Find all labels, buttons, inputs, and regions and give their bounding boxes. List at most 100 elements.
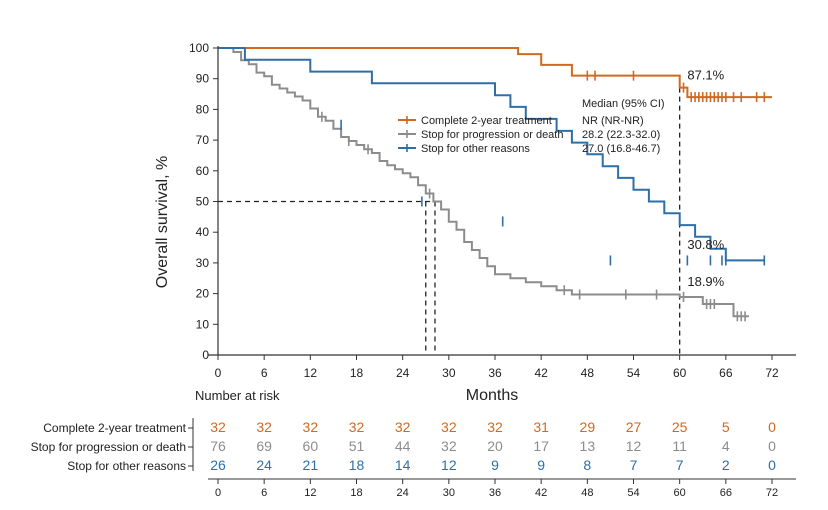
y-axis-label: Overall survival, % bbox=[154, 156, 171, 288]
risk-table-header: Number at risk bbox=[195, 388, 280, 403]
legend-label: Stop for progression or death bbox=[421, 129, 563, 141]
risk-time-label: 54 bbox=[627, 487, 639, 499]
risk-value: 4 bbox=[722, 438, 730, 454]
risk-time-label: 0 bbox=[215, 487, 221, 499]
x-tick-label: 66 bbox=[719, 366, 733, 380]
legend-label: Stop for other reasons bbox=[421, 143, 530, 155]
risk-value: 76 bbox=[210, 438, 226, 454]
risk-value: 2 bbox=[722, 457, 730, 473]
risk-row-label: Complete 2-year treatment bbox=[43, 421, 186, 435]
x-tick-label: 30 bbox=[442, 366, 456, 380]
risk-time-label: 42 bbox=[535, 487, 547, 499]
survival-curve-1 bbox=[218, 47, 749, 318]
x-axis-label: Months bbox=[466, 387, 518, 404]
landmark-survival-label: 18.9% bbox=[687, 274, 724, 289]
risk-value: 7 bbox=[676, 457, 684, 473]
x-tick-label: 36 bbox=[488, 366, 502, 380]
risk-value: 11 bbox=[672, 438, 687, 454]
risk-value: 25 bbox=[672, 419, 688, 435]
risk-value: 32 bbox=[256, 419, 272, 435]
x-tick-label: 60 bbox=[673, 366, 687, 380]
x-tick-label: 48 bbox=[581, 366, 595, 380]
risk-value: 8 bbox=[583, 457, 591, 473]
risk-value: 29 bbox=[580, 419, 596, 435]
risk-time-label: 30 bbox=[443, 487, 455, 499]
risk-value: 32 bbox=[349, 419, 365, 435]
x-tick-label: 72 bbox=[765, 366, 779, 380]
risk-value: 13 bbox=[580, 438, 596, 454]
risk-row-label: Stop for progression or death bbox=[31, 440, 186, 454]
y-tick-label: 30 bbox=[196, 256, 210, 270]
x-tick-label: 12 bbox=[304, 366, 318, 380]
legend-median: NR (NR-NR) bbox=[582, 115, 644, 127]
risk-value: 69 bbox=[256, 438, 272, 454]
risk-value: 12 bbox=[441, 457, 457, 473]
risk-value: 51 bbox=[349, 438, 365, 454]
x-tick-label: 54 bbox=[627, 366, 641, 380]
risk-value: 32 bbox=[441, 419, 457, 435]
y-tick-label: 20 bbox=[196, 287, 210, 301]
x-tick-label: 18 bbox=[350, 366, 364, 380]
risk-value: 18 bbox=[349, 457, 365, 473]
risk-value: 32 bbox=[487, 419, 503, 435]
risk-time-label: 24 bbox=[397, 487, 409, 499]
risk-value: 32 bbox=[303, 419, 319, 435]
risk-value: 7 bbox=[630, 457, 638, 473]
risk-value: 44 bbox=[395, 438, 411, 454]
y-tick-label: 10 bbox=[196, 317, 210, 331]
risk-value: 27 bbox=[626, 419, 642, 435]
y-tick-label: 40 bbox=[196, 225, 210, 239]
x-tick-label: 0 bbox=[215, 366, 222, 380]
risk-value: 9 bbox=[537, 457, 545, 473]
y-tick-label: 100 bbox=[189, 41, 209, 55]
risk-value: 0 bbox=[768, 438, 776, 454]
risk-time-label: 66 bbox=[720, 487, 732, 499]
plot-area: 87.1% 18.9% 30.8% bbox=[218, 47, 772, 355]
landmark-survival-label: 30.8% bbox=[687, 237, 724, 252]
legend-median: 28.2 (22.3-32.0) bbox=[582, 129, 660, 141]
risk-value: 32 bbox=[441, 438, 457, 454]
risk-value: 0 bbox=[768, 419, 776, 435]
legend: Median (95% CI) Complete 2-year treatmen… bbox=[398, 98, 665, 155]
risk-value: 24 bbox=[256, 457, 272, 473]
risk-row-label: Stop for other reasons bbox=[67, 459, 186, 473]
x-tick-label: 6 bbox=[261, 366, 268, 380]
axes: Overall survival, % Months 0102030405060… bbox=[154, 41, 796, 404]
risk-time-label: 48 bbox=[581, 487, 593, 499]
risk-time-label: 6 bbox=[261, 487, 267, 499]
risk-value: 12 bbox=[626, 438, 642, 454]
y-tick-label: 50 bbox=[196, 195, 210, 209]
risk-value: 32 bbox=[395, 419, 411, 435]
risk-time-label: 18 bbox=[350, 487, 362, 499]
risk-value: 14 bbox=[395, 457, 411, 473]
risk-value: 32 bbox=[210, 419, 226, 435]
risk-table: Number at risk Complete 2-year treatment… bbox=[31, 388, 796, 499]
risk-value: 21 bbox=[303, 457, 319, 473]
risk-value: 0 bbox=[768, 457, 776, 473]
risk-time-label: 60 bbox=[674, 487, 686, 499]
y-tick-label: 80 bbox=[196, 102, 210, 116]
y-tick-label: 90 bbox=[196, 72, 210, 86]
landmark-survival-label: 87.1% bbox=[687, 67, 724, 82]
y-tick-label: 0 bbox=[202, 348, 209, 362]
risk-value: 20 bbox=[487, 438, 503, 454]
risk-value: 26 bbox=[210, 457, 226, 473]
risk-value: 9 bbox=[491, 457, 499, 473]
legend-median: 27.0 (16.8-46.7) bbox=[582, 143, 660, 155]
risk-time-label: 12 bbox=[304, 487, 316, 499]
risk-time-label: 36 bbox=[489, 487, 501, 499]
risk-value: 60 bbox=[303, 438, 319, 454]
risk-value: 5 bbox=[722, 419, 730, 435]
survival-curve-0 bbox=[218, 47, 772, 99]
risk-value: 31 bbox=[533, 419, 549, 435]
risk-value: 17 bbox=[533, 438, 549, 454]
y-tick-label: 60 bbox=[196, 164, 210, 178]
y-tick-label: 70 bbox=[196, 133, 210, 147]
x-tick-label: 24 bbox=[396, 366, 410, 380]
survival-curve-2 bbox=[218, 47, 765, 262]
legend-median-header: Median (95% CI) bbox=[582, 98, 665, 110]
x-tick-label: 42 bbox=[534, 366, 548, 380]
risk-time-label: 72 bbox=[766, 487, 778, 499]
legend-label: Complete 2-year treatment bbox=[421, 115, 552, 127]
